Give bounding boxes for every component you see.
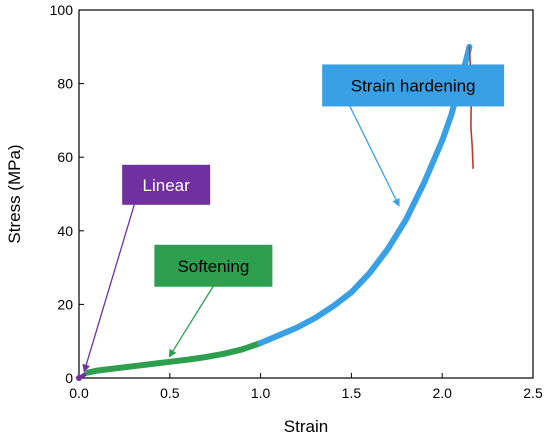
- annotation-box-0: [122, 164, 211, 205]
- origin-point: [76, 375, 82, 381]
- x-tick-label: 1.0: [251, 385, 271, 401]
- y-axis-ticks: 0 20 40 60 80 100: [50, 2, 84, 386]
- annotation-label-0: Linear: [143, 176, 191, 195]
- x-axis-ticks: 0.0 0.5 1.0 1.5 2.0 2.5: [69, 373, 543, 401]
- y-tick-label: 0: [65, 370, 73, 386]
- y-tick-label: 20: [57, 296, 73, 312]
- annotation-box-2: [322, 64, 505, 107]
- annotation-label-1: Softening: [177, 257, 249, 276]
- annotation-arrow-1: [168, 285, 214, 358]
- x-tick-label: 2.5: [523, 385, 543, 401]
- annotation-arrow-0: [82, 201, 136, 373]
- series-line-1: [85, 340, 264, 376]
- y-tick-label: 100: [50, 2, 74, 18]
- annotation-box-1: [154, 244, 273, 287]
- y-tick-label: 40: [57, 223, 73, 239]
- x-axis-title: Strain: [284, 417, 328, 436]
- annotation-label-2: Strain hardening: [351, 76, 476, 95]
- y-tick-label: 60: [57, 149, 73, 165]
- annotation-arrow-2: [349, 105, 400, 207]
- x-tick-label: 0.5: [160, 385, 180, 401]
- series-line-3: [468, 45, 474, 169]
- x-tick-label: 1.5: [342, 385, 362, 401]
- y-axis-title: Stress (MPa): [5, 144, 24, 243]
- annotations: Linear Softening Strain hardening: [82, 64, 505, 373]
- y-tick-label: 80: [57, 76, 73, 92]
- x-tick-label: 2.0: [432, 385, 452, 401]
- x-tick-label: 0.0: [69, 385, 89, 401]
- plot-frame: [78, 9, 534, 379]
